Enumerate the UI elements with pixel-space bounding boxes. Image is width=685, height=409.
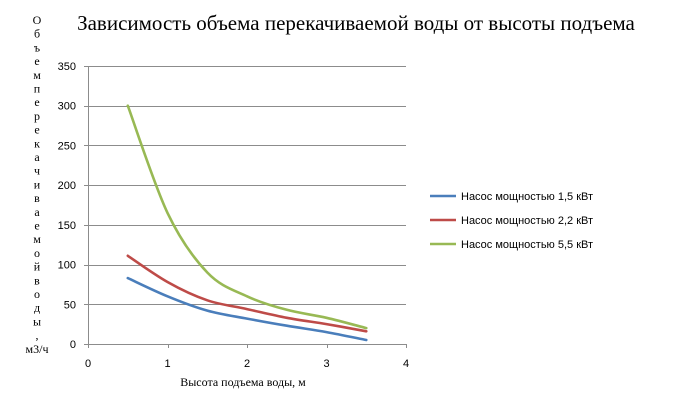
x-tick-labels: 0 1 2 3 4: [85, 358, 409, 370]
legend-entry: Насос мощностью 1,5 кВт: [461, 191, 593, 203]
x-tick-label: 2: [244, 358, 250, 370]
legend-entry: Насос мощностью 5,5 кВт: [461, 239, 593, 251]
chart-title: Зависимость объема перекачиваемой воды о…: [77, 11, 635, 35]
y-tick-label: 300: [58, 101, 76, 113]
grid-lines: [88, 66, 406, 305]
y-tick-label: 100: [58, 260, 76, 272]
series-line: [126, 104, 368, 330]
legend-entry: Насос мощностью 2,2 кВт: [461, 215, 593, 227]
series-line: [126, 254, 368, 333]
y-tick-label: 150: [58, 220, 76, 232]
y-tick-label: 200: [58, 180, 76, 192]
x-tick-label: 3: [323, 358, 329, 370]
x-tick-label: 4: [403, 358, 409, 370]
x-axis-label: Высота подъема воды, м: [180, 375, 306, 389]
legend: Насос мощностью 1,5 кВт Насос мощностью 2…: [430, 191, 593, 251]
series-line: [126, 276, 368, 342]
y-tick-label: 50: [64, 299, 76, 311]
y-tick-label: 250: [58, 140, 76, 152]
x-tick-label: 1: [164, 358, 170, 370]
y-tick-label: 350: [58, 61, 76, 73]
y-tick-label: 0: [70, 339, 76, 351]
axes: [84, 66, 407, 348]
y-tick-labels: 0 50 100 150 200 250 300 350: [58, 61, 76, 351]
x-tick-label: 0: [85, 358, 91, 370]
series-lines: [126, 104, 368, 342]
